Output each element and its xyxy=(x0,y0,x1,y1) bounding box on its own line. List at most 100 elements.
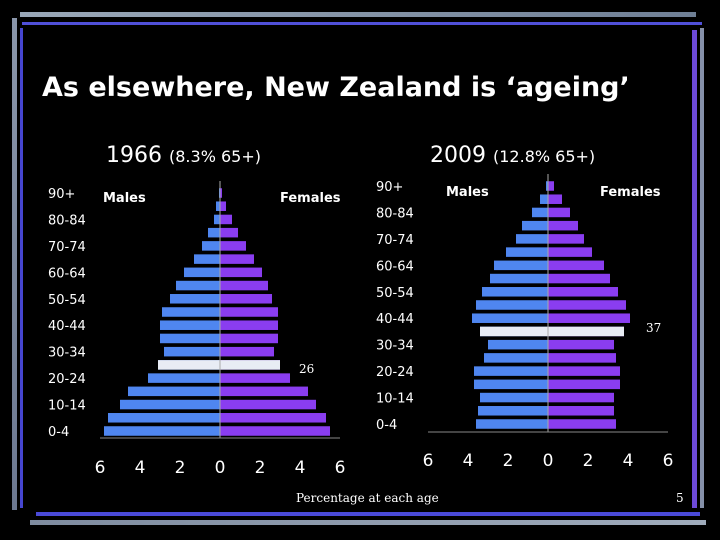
bar-male-30-34 xyxy=(164,346,220,357)
x-axis-caption: Percentage at each age xyxy=(296,491,439,505)
page-number: 5 xyxy=(676,491,684,505)
bar-female-55-59 xyxy=(548,273,610,284)
bar-female-70-74 xyxy=(220,241,246,251)
bar-male-20-24 xyxy=(148,373,220,383)
y-tick-label: 90+ xyxy=(48,187,75,202)
x-tick-label: 6 xyxy=(423,451,434,471)
bar-female-90+ xyxy=(548,181,554,191)
y-tick-label: 0-4 xyxy=(376,418,397,433)
bar-female-25-29 xyxy=(548,353,616,363)
bar-male-25-29 xyxy=(484,353,548,363)
bar-male-45-49 xyxy=(162,307,220,317)
bar-female-5-9 xyxy=(220,413,326,423)
bar-male-0-4 xyxy=(104,426,220,436)
frame-right-line xyxy=(692,30,697,508)
bar-female-10-14 xyxy=(220,399,316,410)
y-tick-label: 40-44 xyxy=(48,319,86,334)
x-tick-label: 6 xyxy=(95,458,106,478)
x-tick-label: 2 xyxy=(503,451,514,471)
x-tick-label: 0 xyxy=(215,458,226,478)
bar-female-45-49 xyxy=(548,300,626,310)
y-tick-label: 10-14 xyxy=(48,399,86,414)
bar-female-40-44 xyxy=(548,313,630,323)
bar-female-60-64 xyxy=(548,260,604,271)
y-tick-label: 50-54 xyxy=(376,286,414,301)
bar-female-70-74 xyxy=(548,234,584,244)
bar-male-80-84 xyxy=(532,207,548,218)
bar-male-90+ xyxy=(546,181,548,191)
bar-female-90+ xyxy=(220,188,222,198)
bar-male-60-64 xyxy=(184,267,220,278)
bar-male-40-44 xyxy=(160,320,220,330)
bar-male-5-9 xyxy=(478,406,548,416)
y-tick-label: 80-84 xyxy=(48,213,86,228)
chart-1966-subtitle: (8.3% 65+) xyxy=(169,147,261,166)
bar-male-55-59 xyxy=(490,273,548,284)
bar-female-80-84 xyxy=(548,207,570,218)
y-tick-label: 50-54 xyxy=(48,293,86,308)
bar-female-60-64 xyxy=(220,267,262,278)
x-tick-label: 6 xyxy=(335,458,346,478)
bar-male-70-74 xyxy=(202,241,220,251)
bar-male-65-69 xyxy=(194,254,220,264)
y-tick-label: 70-74 xyxy=(376,233,414,248)
highlight-bar-35-39 xyxy=(480,326,624,337)
bar-male-10-14 xyxy=(120,399,220,410)
x-tick-label: 2 xyxy=(255,458,266,478)
x-tick-label: 2 xyxy=(583,451,594,471)
slide-title: As elsewhere, New Zealand is ‘ageing’ xyxy=(42,72,630,103)
bar-female-50-54 xyxy=(220,294,272,304)
bar-female-0-4 xyxy=(220,426,330,436)
y-tick-label: 20-24 xyxy=(376,365,414,380)
bar-female-35-39 xyxy=(220,333,278,344)
bar-male-85-89 xyxy=(216,201,220,211)
frame-right-line-2 xyxy=(700,28,704,508)
annotation-2009: 37 xyxy=(646,321,662,335)
frame-left-line-2 xyxy=(20,28,23,508)
bar-female-30-34 xyxy=(548,339,614,350)
pyramid-2009: 0-4 10-14 20-24 30-34 40-44 50-54 60-64 70-74 80… xyxy=(376,174,673,471)
y-tick-label: 10-14 xyxy=(376,392,414,407)
y-tick-label: 20-24 xyxy=(48,372,86,387)
x-tick-label: 4 xyxy=(295,458,306,478)
chart-2009-subtitle: (12.8% 65+) xyxy=(493,147,596,166)
x-tick-label: 4 xyxy=(623,451,634,471)
bar-male-15-19 xyxy=(474,379,548,390)
y-tick-label: 90+ xyxy=(376,180,403,195)
bar-male-80-84 xyxy=(214,214,220,225)
frame-left-line xyxy=(12,18,17,510)
bar-male-30-34 xyxy=(488,339,548,350)
highlight-bar-25-29 xyxy=(158,360,280,370)
bar-male-55-59 xyxy=(176,280,220,291)
x-tick-label: 6 xyxy=(663,451,674,471)
bar-male-5-9 xyxy=(108,413,220,423)
bar-female-50-54 xyxy=(548,287,618,297)
x-tick-label: 4 xyxy=(135,458,146,478)
bar-female-45-49 xyxy=(220,307,278,317)
bar-male-40-44 xyxy=(472,313,548,323)
bar-male-20-24 xyxy=(474,366,548,376)
bar-male-0-4 xyxy=(476,419,548,429)
bar-female-0-4 xyxy=(548,419,616,429)
bar-female-55-59 xyxy=(220,280,268,291)
y-tick-label: 60-64 xyxy=(48,266,86,281)
bar-female-80-84 xyxy=(220,214,232,225)
bar-female-30-34 xyxy=(220,346,274,357)
x-tick-label: 2 xyxy=(175,458,186,478)
bar-male-65-69 xyxy=(506,247,548,257)
bar-female-85-89 xyxy=(548,194,562,204)
bar-female-20-24 xyxy=(220,373,290,383)
x-tick-label: 4 xyxy=(463,451,474,471)
y-tick-label: 70-74 xyxy=(48,240,86,255)
bar-male-50-54 xyxy=(482,287,548,297)
y-tick-label: 0-4 xyxy=(48,425,69,440)
bar-female-85-89 xyxy=(220,201,226,211)
y-tick-label: 80-84 xyxy=(376,206,414,221)
frame-bottom-line xyxy=(36,512,700,516)
legend-females: Females xyxy=(600,185,661,200)
y-tick-label: 30-34 xyxy=(376,339,414,354)
legend-females: Females xyxy=(280,191,341,206)
bar-male-60-64 xyxy=(494,260,548,271)
bar-female-75-79 xyxy=(548,220,578,231)
